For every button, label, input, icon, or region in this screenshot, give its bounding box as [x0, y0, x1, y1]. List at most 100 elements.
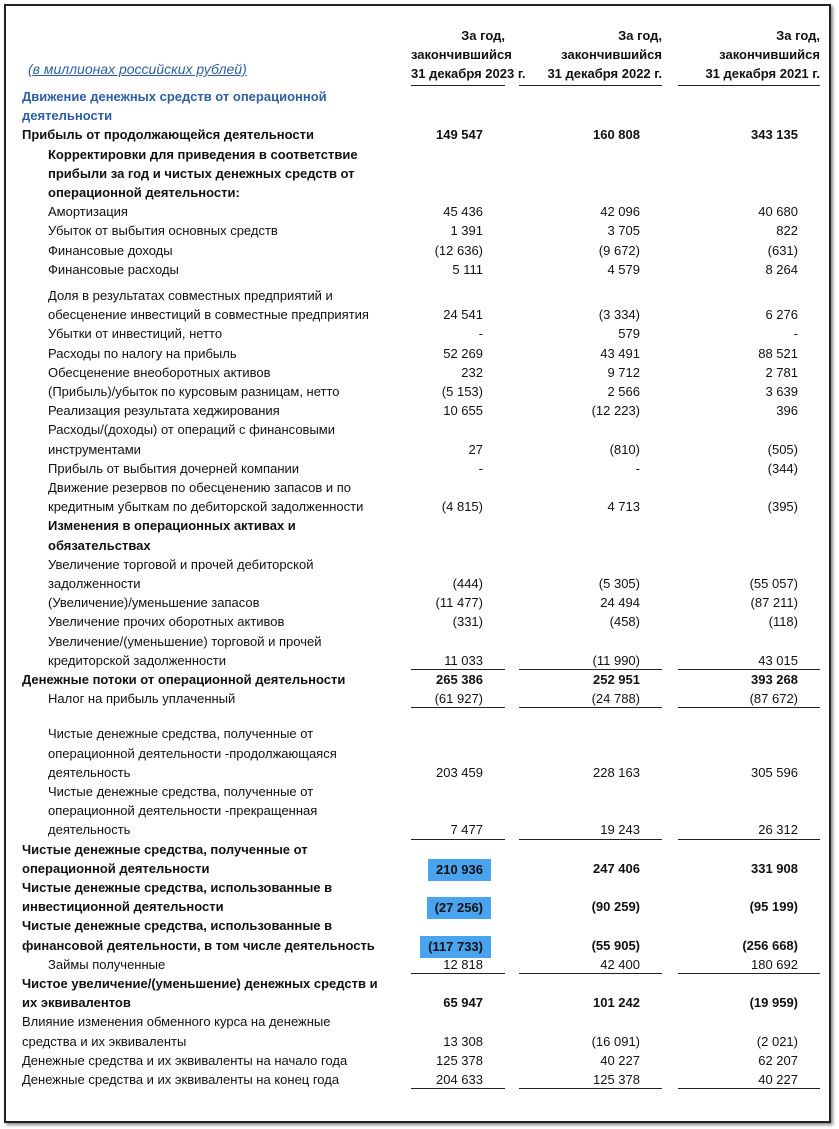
row-label: кредиторской задолженности	[48, 652, 226, 668]
value-cell: -	[411, 324, 505, 343]
value-cell: 40 680	[678, 202, 820, 221]
value: 101 242	[593, 995, 640, 1011]
value-cell: (3 334)	[519, 305, 662, 324]
value: 180 692	[751, 956, 798, 972]
value: (11 990)	[592, 652, 640, 668]
value: 10 655	[443, 403, 483, 419]
value-cell: 4 713	[519, 497, 662, 516]
value: (9 672)	[598, 242, 640, 258]
row-label: средства и их эквиваленты	[22, 1033, 187, 1049]
row-label: прибыли за год и чистых денежных средств…	[48, 165, 355, 181]
value-cell: (61 927)	[411, 689, 505, 709]
value: 40 680	[758, 204, 798, 220]
value-cell: (458)	[519, 612, 662, 631]
value-cell: 101 242	[519, 993, 662, 1012]
value-cell: (631)	[678, 241, 820, 260]
value: 252 951	[593, 672, 640, 687]
row-label: деятельности	[22, 108, 113, 124]
value: 125 378	[436, 1052, 483, 1068]
value-cell: 252 951	[519, 670, 662, 689]
value-cell: 88 521	[678, 344, 820, 363]
value: 6 276	[765, 307, 798, 323]
value-cell: (16 091)	[519, 1032, 662, 1051]
value-cell: 331 908	[678, 859, 820, 878]
row-label: инвестиционной деятельности	[22, 899, 224, 915]
row-label: задолженности	[48, 576, 141, 591]
row-label: Доля в результатах совместных предприяти…	[48, 288, 333, 303]
value: 331 908	[751, 860, 798, 876]
header-line: За год,	[776, 28, 820, 43]
value-cell: 2 781	[678, 363, 820, 382]
value-cell: (505)	[678, 440, 820, 459]
value: (331)	[452, 614, 483, 630]
value-cell: 247 406	[519, 859, 662, 878]
value: (55 057)	[749, 576, 798, 591]
value: (19 959)	[749, 995, 798, 1011]
row-label: Увеличение торговой и прочей дебиторской	[48, 556, 314, 572]
value: 62 207	[758, 1052, 798, 1068]
unit-label: (в миллионах российских рублей)	[28, 61, 247, 77]
row-label: Реализация результата хеджирования	[48, 403, 280, 419]
value: 343 135	[751, 127, 798, 143]
value-cell: (117 733)	[411, 935, 505, 958]
value: 42 400	[600, 956, 640, 972]
value: 11 033	[444, 652, 483, 668]
value: 3 639	[765, 384, 798, 399]
value-cell: 7 477	[411, 820, 505, 840]
value: (505)	[767, 441, 798, 457]
value: 40 227	[758, 1072, 798, 1087]
value: 7 477	[450, 822, 483, 838]
value-cell: 62 207	[678, 1051, 820, 1070]
value-cell: 265 386	[411, 670, 505, 689]
value: (3 334)	[598, 307, 640, 323]
value-cell: 24 494	[519, 593, 662, 612]
value-cell: 24 541	[411, 305, 505, 324]
value: 24 494	[600, 595, 640, 611]
value: 9 712	[607, 364, 640, 380]
value-cell: -	[411, 459, 505, 478]
row-label: Обесценение внеоборотных активов	[48, 364, 271, 380]
value: 5 111	[452, 261, 483, 277]
value: (458)	[609, 614, 640, 630]
value-cell: (24 788)	[519, 689, 662, 709]
value-cell: 52 269	[411, 344, 505, 363]
value-cell: (5 305)	[519, 574, 662, 593]
value: 3 705	[607, 223, 640, 239]
value: (118)	[768, 614, 798, 630]
value-cell: 579	[519, 324, 662, 343]
value-cell: 27	[411, 440, 505, 459]
header-line: закончившийся	[561, 47, 662, 62]
header-line: закончившийся	[719, 47, 820, 62]
value: 4 713	[607, 499, 640, 515]
row-label: Чистые денежные средства, полученные от	[48, 726, 314, 742]
value-cell: 26 312	[678, 820, 820, 840]
value-cell: 5 111	[411, 260, 505, 279]
value-cell: 203 459	[411, 763, 505, 782]
value-cell: (9 672)	[519, 241, 662, 260]
value-cell: 2 566	[519, 382, 662, 401]
value: (87 672)	[749, 691, 798, 707]
value-cell: 42 096	[519, 202, 662, 221]
value-cell: 149 547	[411, 125, 505, 144]
value-cell: (395)	[678, 497, 820, 516]
frame: (в миллионах российских рублей) За год, з…	[4, 4, 831, 1123]
value-cell: (5 153)	[411, 382, 505, 401]
column-header: За год, закончившийся 31 декабря 2023 г.	[411, 26, 526, 86]
value: (16 091)	[591, 1033, 640, 1049]
value: (5 153)	[441, 384, 483, 399]
value-cell: 228 163	[519, 763, 662, 782]
value: (117 733)	[420, 935, 491, 958]
header-line: 31 декабря 2021 г.	[705, 66, 820, 81]
row-label: Денежные средства и их эквиваленты на на…	[22, 1052, 348, 1068]
value-cell: 12 818	[411, 955, 505, 974]
row-label: Чистое увеличение/(уменьшение) денежных …	[22, 976, 378, 991]
value-cell: 232	[411, 363, 505, 382]
value: (631)	[767, 242, 798, 258]
header-line: закончившийся	[411, 47, 512, 62]
value-cell: 43 491	[519, 344, 662, 363]
value-cell: 396	[678, 401, 820, 420]
value-cell: 160 808	[519, 125, 662, 144]
row-label: Корректировки для приведения в соответст…	[48, 146, 358, 162]
value-cell: (87 672)	[678, 689, 820, 709]
